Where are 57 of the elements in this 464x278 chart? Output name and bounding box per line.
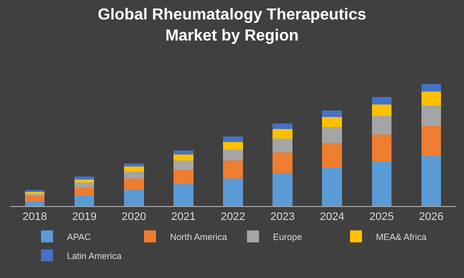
- x-tick-label: 2024: [320, 211, 344, 224]
- legend-label: North America: [170, 232, 228, 242]
- legend-label: MEA& Africa: [376, 232, 427, 242]
- bar: [174, 184, 194, 206]
- bar: [272, 172, 292, 206]
- x-tick-label: 2020: [122, 211, 146, 224]
- bar: [372, 104, 392, 116]
- bar: [421, 126, 442, 156]
- bar: [74, 182, 94, 188]
- x-tick-label: 2023: [270, 211, 295, 224]
- bar: [322, 143, 342, 168]
- bar: [322, 110, 342, 117]
- x-tick-label: 2019: [72, 211, 97, 224]
- bar: [223, 160, 243, 179]
- bar: [223, 150, 243, 161]
- bar: [421, 91, 442, 106]
- bar: [272, 128, 292, 138]
- legend-label: Latin America: [67, 250, 122, 261]
- x-tick-label: 2026: [418, 211, 444, 224]
- bar: [372, 134, 392, 162]
- bar: [421, 84, 442, 92]
- bar: [272, 138, 292, 152]
- bar: [74, 176, 94, 180]
- bar: [174, 154, 194, 160]
- bar: [174, 160, 194, 170]
- x-tick-label: 2022: [220, 211, 246, 224]
- bar: [223, 142, 243, 150]
- x-tick-label: 2018: [22, 211, 48, 224]
- bar: [272, 152, 292, 173]
- legend-label: APAC: [67, 232, 92, 242]
- bar: [74, 188, 94, 196]
- x-tick-label: 2025: [369, 211, 394, 224]
- bar: [372, 116, 392, 135]
- bar: [74, 180, 94, 182]
- bar: [272, 123, 292, 129]
- bar: [174, 150, 194, 154]
- bar: [74, 195, 94, 206]
- bar: [322, 116, 342, 128]
- bar: [24, 196, 45, 201]
- bar: [223, 136, 243, 142]
- bar: [372, 97, 392, 105]
- bar: [124, 178, 144, 190]
- legend-label: Europe: [273, 232, 302, 242]
- bar: [322, 127, 342, 144]
- bar: [124, 190, 144, 206]
- bar: [421, 156, 442, 206]
- x-tick-label: 2021: [171, 211, 196, 224]
- bar: [24, 201, 45, 206]
- bar: [421, 105, 442, 126]
- bar: [174, 170, 194, 184]
- chart-title: Global Rheumatalogy Therapeutics Market by Region: [98, 6, 366, 44]
- bar: [223, 178, 243, 206]
- bar: [322, 167, 342, 206]
- bar: [124, 172, 144, 179]
- bar: [124, 166, 144, 172]
- bar: [124, 164, 144, 166]
- bar: [372, 162, 392, 206]
